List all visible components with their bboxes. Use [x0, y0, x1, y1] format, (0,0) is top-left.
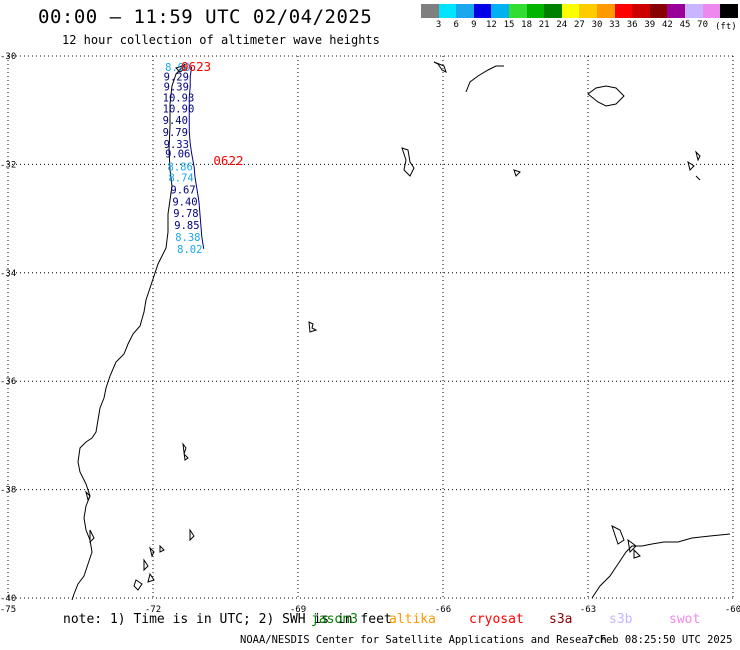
updated-timestamp: 7 Feb 08:25:50 UTC 2025	[587, 634, 733, 646]
pass-labels: 0623 0622	[181, 59, 243, 168]
swh-value-label: 9.33	[164, 139, 189, 151]
legend-swatch	[526, 4, 545, 18]
lon-tick-label: -60	[725, 605, 740, 615]
swh-value-label: 9.85	[174, 220, 199, 232]
satellite-label-cryosat: cryosat	[469, 612, 524, 627]
legend-level-label: 21	[538, 20, 550, 30]
legend-swatch	[421, 4, 439, 18]
swh-readings: 8.909.299.3910.9310.909.409.799.339.068.…	[163, 62, 203, 256]
note-text: note: 1) Time is in UTC; 2) SWH is in fe…	[63, 612, 392, 627]
map-title: 00:00 — 11:59 UTC 02/04/2025	[38, 6, 373, 28]
legend-swatch	[561, 4, 580, 18]
pass-time-label: 0623	[181, 59, 211, 74]
legend-level-label: 36	[626, 20, 638, 30]
lat-tick-label: -34	[0, 269, 16, 279]
lon-tick-label: -63	[580, 605, 596, 615]
legend-level-label: 27	[573, 20, 585, 30]
legend-level-label: 12	[485, 20, 497, 30]
credit-line: NOAA/NESDIS Center for Satellite Applica…	[240, 634, 607, 646]
lon-tick-label: -72	[145, 605, 161, 615]
swh-value-label: 9.39	[164, 81, 189, 93]
legend-swatch	[614, 4, 633, 18]
legend-level-label: 9	[471, 20, 477, 30]
legend-level-label: 42	[661, 20, 673, 30]
swh-value-label: 10.93	[163, 93, 195, 105]
legend-level-label: 45	[679, 20, 691, 30]
swh-value-label: 9.67	[170, 184, 195, 196]
legend-swatch	[684, 4, 703, 18]
legend-swatch	[508, 4, 527, 18]
legend-swatch	[702, 4, 721, 18]
swh-value-label: 9.29	[164, 72, 189, 84]
swh-value-label: 9.40	[163, 115, 188, 127]
legend-swatch	[649, 4, 668, 18]
swh-value-label: 9.79	[163, 127, 188, 139]
lat-tick-label: -36	[0, 377, 16, 387]
legend-level-label: 70	[697, 20, 709, 30]
legend-swatch	[544, 4, 562, 18]
legend-swatch	[579, 4, 597, 18]
legend-swatch	[667, 4, 685, 18]
legend-swatch	[491, 4, 509, 18]
lat-tick-label: -38	[0, 486, 16, 496]
legend-level-label: 18	[521, 20, 533, 30]
coastline	[71, 61, 731, 601]
swh-value-label: 9.78	[173, 208, 198, 220]
legend-swatches	[421, 4, 738, 18]
legend-swatch	[473, 4, 492, 18]
axis-tick-labels: -75 -72 -69 -66 -63 -60 -30 -32 -34 -36 -38 -40	[0, 52, 740, 615]
lon-tick-label: -75	[0, 605, 16, 615]
lat-lon-grid	[7, 55, 734, 599]
legend-level-label: 3	[435, 20, 442, 30]
lat-tick-label: -30	[0, 52, 16, 62]
swh-value-label: 8.74	[168, 172, 193, 184]
legend-level-label: 33	[609, 20, 621, 30]
color-legend: 3 6 9 12 15 18 21 24 27 30 33 36 39 42 45 70 (ft)	[421, 4, 738, 32]
legend-unit: (ft)	[715, 22, 737, 32]
swh-value-label: 8.38	[175, 232, 200, 244]
swh-value-label: 8.02	[177, 244, 202, 256]
legend-swatch	[438, 4, 457, 18]
map-subtitle: 12 hour collection of altimeter wave hei…	[62, 33, 380, 47]
legend-swatch	[720, 4, 738, 18]
track-line	[188, 66, 205, 250]
satellite-label-jason3: jason3	[311, 612, 358, 627]
satellite-track	[188, 66, 205, 250]
lat-tick-label: -40	[0, 594, 16, 604]
satellite-label-altika: altika	[389, 612, 436, 627]
swh-value-label: 8.90	[165, 62, 190, 74]
legend-swatch	[456, 4, 474, 18]
legend-swatch	[596, 4, 615, 18]
legend-level-label: 15	[503, 20, 515, 30]
legend-level-label: 24	[556, 20, 568, 30]
satellite-label-s3b: s3b	[609, 612, 633, 627]
legend-labels: 3 6 9 12 15 18 21 24 27 30 33 36 39 42 45 70	[421, 18, 738, 32]
legend-swatch	[632, 4, 650, 18]
lon-tick-label: -66	[435, 605, 451, 615]
lat-tick-label: -32	[0, 160, 16, 170]
legend-level-label: 39	[644, 20, 656, 30]
swh-value-label: 9.06	[165, 149, 190, 161]
swh-value-label: 9.40	[172, 196, 197, 208]
lon-tick-label: -69	[290, 605, 306, 615]
satellite-label-swot: swot	[669, 612, 701, 627]
legend-level-label: 6	[453, 20, 459, 30]
legend-level-label: 30	[591, 20, 603, 30]
pass-time-label: 0622	[213, 153, 243, 168]
swh-value-label: 10.90	[163, 104, 195, 116]
chile-coastline	[71, 63, 186, 601]
satellite-label-s3a: s3a	[549, 612, 573, 627]
swh-value-label: 8.86	[168, 162, 193, 174]
